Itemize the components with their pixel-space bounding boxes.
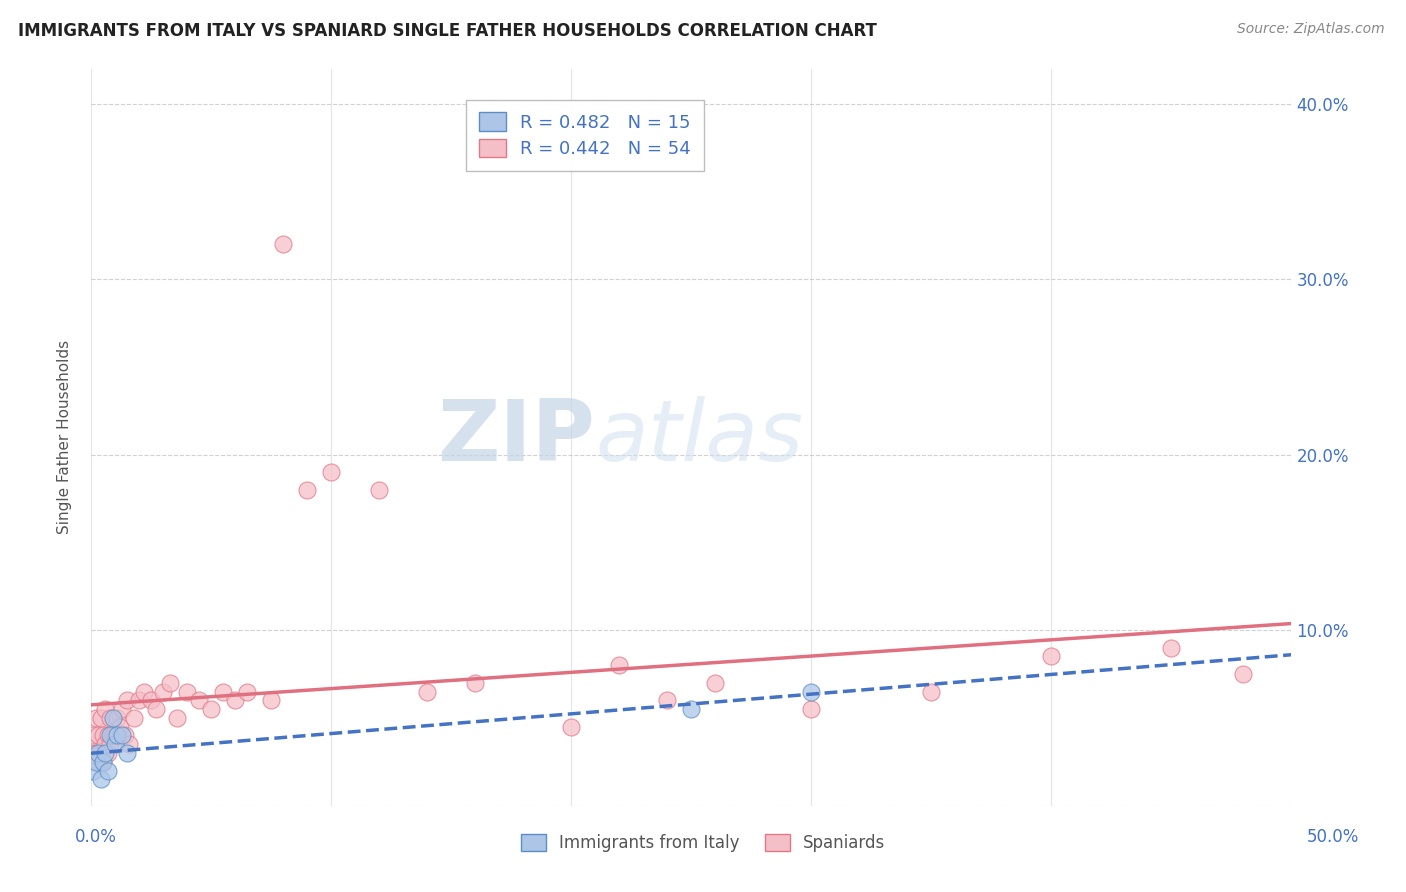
Point [94,746,117,760]
Point [681,702,703,716]
Point [122,711,145,725]
Point [800,702,823,716]
Point [166,711,188,725]
Point [98,728,121,742]
Point [1040,649,1063,664]
Point [90,746,112,760]
Point [84,711,107,725]
Point [87,755,110,769]
Point [108,720,131,734]
Point [105,711,128,725]
Point [82,746,104,760]
Point [91,728,114,742]
Point [118,737,141,751]
Point [657,693,679,707]
Point [94,702,117,716]
Point [115,746,138,760]
Text: Source: ZipAtlas.com: Source: ZipAtlas.com [1237,22,1385,37]
Y-axis label: Single Father Households: Single Father Households [58,340,72,534]
Legend: R = 0.482   N = 15, R = 0.442   N = 54: R = 0.482 N = 15, R = 0.442 N = 54 [467,100,703,171]
Point [224,693,246,707]
Point [159,675,181,690]
Point [212,684,235,698]
Text: 50.0%: 50.0% [1306,828,1360,846]
Text: ZIP: ZIP [437,395,595,479]
Point [82,728,104,742]
Point [920,684,942,698]
Point [90,711,112,725]
Point [1160,640,1182,655]
Point [98,737,121,751]
Point [97,728,120,742]
Point [800,684,823,698]
Point [104,728,127,742]
Point [416,684,439,698]
Point [145,702,167,716]
Point [104,737,127,751]
Point [94,737,117,751]
Point [200,702,222,716]
Point [607,658,630,673]
Point [105,728,128,742]
Point [271,237,294,252]
Point [84,746,107,760]
Point [295,483,318,497]
Point [97,764,120,778]
Point [87,728,110,742]
Point [115,693,138,707]
Point [84,755,107,769]
Point [464,675,486,690]
Text: IMMIGRANTS FROM ITALY VS SPANIARD SINGLE FATHER HOUSEHOLDS CORRELATION CHART: IMMIGRANTS FROM ITALY VS SPANIARD SINGLE… [18,22,877,40]
Text: 0.0%: 0.0% [75,828,117,846]
Point [319,465,342,479]
Point [114,728,136,742]
Point [368,483,391,497]
Point [90,772,112,787]
Point [91,755,114,769]
Legend: Immigrants from Italy, Spaniards: Immigrants from Italy, Spaniards [515,827,891,859]
Point [111,728,134,742]
Point [87,746,110,760]
Point [1232,667,1254,681]
Point [176,684,198,698]
Point [132,684,155,698]
Point [97,746,120,760]
Point [111,702,134,716]
Point [98,711,121,725]
Text: atlas: atlas [595,395,803,479]
Point [91,755,114,769]
Point [236,684,259,698]
Point [101,711,124,725]
Point [128,693,150,707]
Point [260,693,283,707]
Point [704,675,727,690]
Point [82,764,104,778]
Point [152,684,174,698]
Point [188,693,211,707]
Point [560,720,582,734]
Point [139,693,162,707]
Point [101,728,124,742]
